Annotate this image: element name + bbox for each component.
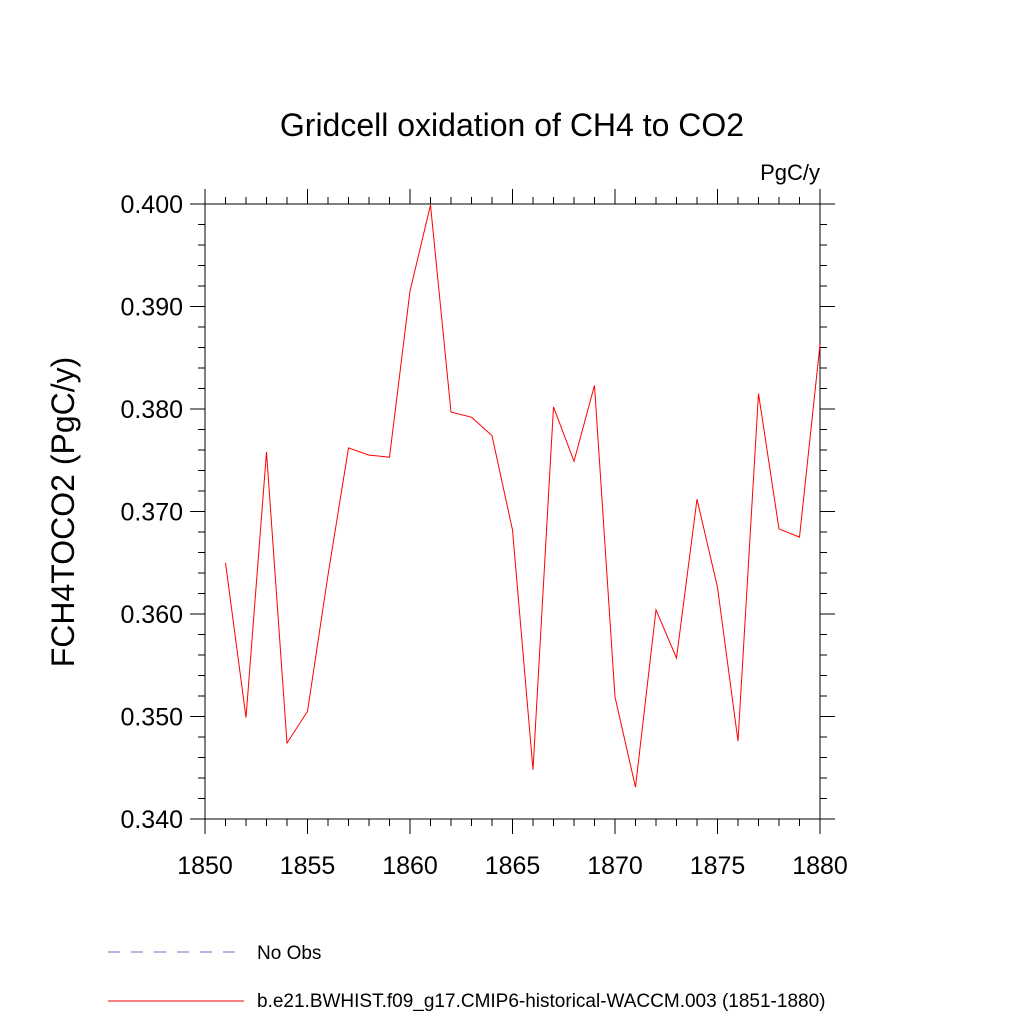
data-point (737, 741, 738, 742)
y-tick-label: 0.340 (120, 806, 183, 834)
data-point (758, 393, 759, 394)
data-point (266, 451, 267, 452)
data-point (717, 587, 718, 588)
chart-title: Gridcell oxidation of CH4 to CO2 (280, 107, 744, 143)
data-point (614, 696, 615, 697)
data-point (471, 417, 472, 418)
axis-ticks: 1850 1855 1860 1865 1870 1875 1880 0.340 0.350 0.… (120, 189, 848, 880)
x-tick-label: 1870 (587, 852, 643, 880)
data-point (368, 455, 369, 456)
data-point (594, 385, 595, 386)
data-point (450, 411, 451, 412)
legend: No Obs b.e21.BWHIST.f09_g17.CMIP6-histor… (108, 943, 825, 1012)
data-point (430, 204, 431, 205)
data-point (655, 609, 656, 610)
series-line-waccm (225, 204, 821, 788)
legend-label-waccm: b.e21.BWHIST.f09_g17.CMIP6-historical-WA… (257, 991, 825, 1012)
x-tick-label: 1865 (485, 852, 541, 880)
y-tick-label: 0.360 (120, 601, 183, 629)
data-point (348, 447, 349, 448)
y-tick-label: 0.400 (120, 191, 183, 219)
x-tick-label: 1855 (280, 852, 336, 880)
data-point (532, 769, 533, 770)
y-tick-label: 0.370 (120, 499, 183, 527)
units-label: PgC/y (760, 160, 820, 185)
data-point (696, 499, 697, 500)
y-tick-label: 0.390 (120, 294, 183, 322)
data-point (225, 562, 226, 563)
x-tick-label: 1850 (177, 852, 233, 880)
legend-label-no-obs: No Obs (257, 943, 321, 964)
data-point (512, 529, 513, 530)
y-axis-label: FCH4TOCO2 (PgC/y) (45, 357, 81, 668)
data-point (491, 435, 492, 436)
data-point (307, 711, 308, 712)
data-point (389, 457, 390, 458)
x-tick-label: 1880 (792, 852, 848, 880)
data-point (676, 657, 677, 658)
y-tick-label: 0.380 (120, 396, 183, 424)
data-point (286, 743, 287, 744)
data-point (245, 717, 246, 718)
series-layer (225, 204, 821, 788)
data-point (409, 291, 410, 292)
data-point (778, 528, 779, 529)
data-point (327, 574, 328, 575)
data-point (573, 461, 574, 462)
data-point (799, 537, 800, 538)
x-tick-label: 1875 (690, 852, 746, 880)
data-point (553, 406, 554, 407)
data-point (819, 344, 820, 345)
data-point (635, 787, 636, 788)
y-tick-label: 0.350 (120, 704, 183, 732)
x-tick-label: 1860 (382, 852, 438, 880)
